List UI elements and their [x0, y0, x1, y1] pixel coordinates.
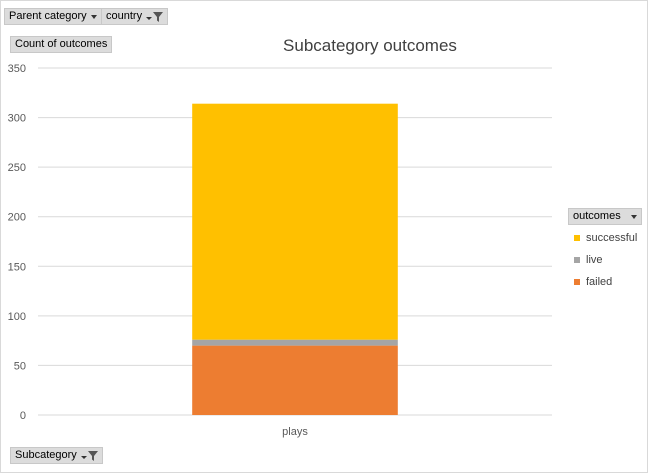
parent-category-label: Parent category — [9, 10, 87, 22]
legend-field-label: outcomes — [573, 210, 621, 222]
parent-category-filter-button[interactable]: Parent category — [4, 8, 102, 25]
values-field-button[interactable]: Count of outcomes — [10, 36, 113, 53]
legend-item-failed[interactable]: failed — [568, 271, 637, 293]
y-tick-label: 200 — [8, 212, 26, 224]
bar-successful — [192, 103, 398, 340]
y-tick-label: 50 — [14, 360, 26, 372]
legend: successful live failed — [568, 227, 637, 293]
y-tick-label: 350 — [8, 63, 26, 75]
y-tick-label: 300 — [8, 113, 26, 125]
legend-label-live: live — [586, 254, 603, 266]
filter-applied-icon — [80, 450, 98, 461]
axis-field-label: Subcategory — [15, 449, 77, 461]
y-tick-label: 0 — [20, 410, 26, 422]
y-tick-label: 150 — [8, 261, 26, 273]
y-tick-label: 100 — [8, 311, 26, 323]
bar-failed — [192, 345, 398, 415]
legend-swatch-failed — [574, 279, 580, 285]
chevron-down-icon — [630, 214, 637, 219]
chevron-down-icon — [90, 14, 97, 19]
legend-swatch-live — [574, 257, 580, 263]
legend-item-live[interactable]: live — [568, 249, 637, 271]
chart-title: Subcategory outcomes — [283, 36, 457, 55]
country-filter-button[interactable]: country — [101, 8, 169, 25]
bar-live — [192, 339, 398, 346]
legend-label-failed: failed — [586, 276, 613, 288]
y-tick-label: 250 — [8, 162, 26, 174]
legend-field-button[interactable]: outcomes — [568, 208, 642, 225]
filter-applied-icon — [146, 11, 164, 22]
legend-item-successful[interactable]: successful — [568, 227, 637, 249]
axis-field-button[interactable]: Subcategory — [10, 447, 103, 464]
country-label: country — [106, 10, 143, 22]
legend-swatch-successful — [574, 235, 580, 241]
x-tick-label: plays — [282, 426, 308, 438]
legend-label-successful: successful — [586, 232, 638, 244]
values-field-label: Count of outcomes — [15, 38, 108, 50]
